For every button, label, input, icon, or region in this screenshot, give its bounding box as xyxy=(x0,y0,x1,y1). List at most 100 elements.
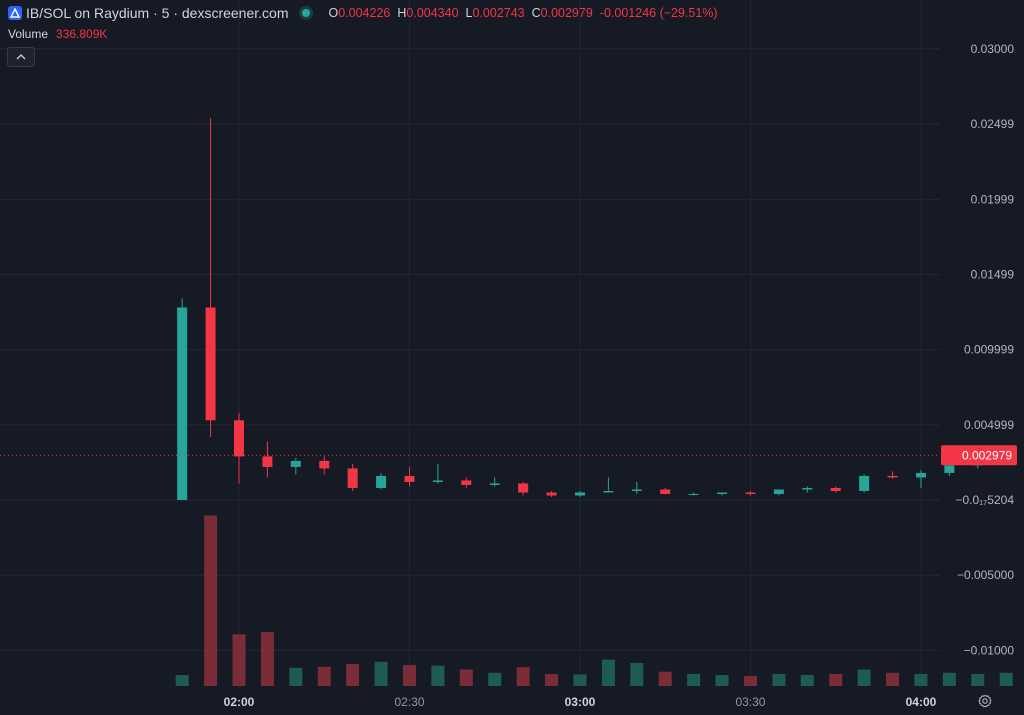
price-tick-label: 0.009999 xyxy=(964,343,1014,357)
chart-header: IB/SOL on Raydium · 5 · dexscreener.com … xyxy=(8,4,718,22)
time-axis[interactable]: 02:0002:3003:0003:3004:0004:3005:0005:30… xyxy=(224,695,1024,709)
candle-body[interactable] xyxy=(773,489,784,494)
volume-bar xyxy=(317,666,331,686)
candle-body[interactable] xyxy=(404,475,415,482)
volume-bar xyxy=(715,675,729,686)
candle-body[interactable] xyxy=(603,490,614,493)
candle-body[interactable] xyxy=(489,483,500,485)
high-label: H xyxy=(397,6,407,20)
volume-bar xyxy=(800,675,814,686)
volume-value: 336.809K xyxy=(56,27,108,41)
candle-body[interactable] xyxy=(859,475,870,491)
volume-bar xyxy=(743,676,757,686)
volume-bar xyxy=(204,515,218,686)
candle-body[interactable] xyxy=(518,483,529,493)
chart-settings-button[interactable] xyxy=(976,692,994,710)
candle-body[interactable] xyxy=(432,480,443,482)
candle-body[interactable] xyxy=(830,487,841,491)
volume-bar xyxy=(658,671,672,686)
volume-bar xyxy=(175,675,189,686)
candle-body[interactable] xyxy=(262,456,273,467)
current-price-label: 0.002979 xyxy=(962,449,1012,463)
volume-bar xyxy=(402,665,416,686)
candle-body[interactable] xyxy=(745,492,756,494)
close-value: 0.002979 xyxy=(540,6,593,20)
volume-bar xyxy=(630,662,644,686)
chevron-up-icon xyxy=(16,54,26,60)
volume-bar xyxy=(914,673,928,686)
price-tick-label: −0.005000 xyxy=(957,568,1014,582)
pair-title[interactable]: IB/SOL on Raydium · 5 · dexscreener.com xyxy=(26,5,289,21)
price-axis[interactable]: 0.03000 0.02499 0.01999 0.01499 0.009999 0.00… xyxy=(955,42,1014,658)
low-label: L xyxy=(465,6,473,20)
volume-bar xyxy=(289,667,303,686)
volume-bar xyxy=(374,661,388,686)
volume-bar xyxy=(601,659,615,686)
volume-bar xyxy=(886,672,900,686)
open-value: 0.004226 xyxy=(338,6,391,20)
collapse-legend-button[interactable] xyxy=(7,47,35,67)
candle-body[interactable] xyxy=(347,468,358,488)
price-tick-label: −0.0₁₇5204 xyxy=(955,493,1014,507)
volume-bar xyxy=(488,672,502,686)
current-price-tag xyxy=(941,445,1017,466)
time-tick-label: 02:00 xyxy=(224,695,255,709)
time-tick-label: 03:00 xyxy=(565,695,596,709)
volume-bar xyxy=(232,634,246,686)
volume-bar xyxy=(431,665,445,686)
price-tick-label: 0.004999 xyxy=(964,418,1014,432)
current-price-line: 0.002979 xyxy=(0,445,1017,466)
candle-body[interactable] xyxy=(177,307,188,500)
candle-body[interactable] xyxy=(688,493,699,495)
volume-bar xyxy=(545,673,559,686)
volume-bar xyxy=(999,672,1013,686)
price-tick-label: 0.01999 xyxy=(971,192,1015,206)
volume-bar xyxy=(346,664,360,686)
candle-body[interactable] xyxy=(631,489,642,491)
volume-bar xyxy=(857,669,871,686)
volume-bar xyxy=(459,669,473,686)
volume-bar xyxy=(260,632,274,686)
candle-body[interactable] xyxy=(802,487,813,490)
volume-bar xyxy=(573,674,587,686)
candlesticks[interactable] xyxy=(177,117,1024,500)
candle-body[interactable] xyxy=(660,489,671,494)
candle-body[interactable] xyxy=(461,480,472,485)
ohlc-legend: O0.004226 H0.004340 L0.002743 C0.002979 … xyxy=(328,6,717,20)
volume-label: Volume xyxy=(8,27,49,41)
open-label: O xyxy=(328,6,339,20)
chart-grid xyxy=(0,0,940,688)
volume-bar xyxy=(687,673,701,686)
gear-icon xyxy=(978,694,992,708)
volume-bar xyxy=(971,673,985,686)
candle-body[interactable] xyxy=(574,492,585,496)
change-value: -0.001246 (−29.51%) xyxy=(599,6,718,20)
price-tick-label: 0.03000 xyxy=(971,42,1015,56)
candle-body[interactable] xyxy=(546,492,557,496)
candle-body[interactable] xyxy=(887,475,898,478)
close-label: C xyxy=(531,6,541,20)
high-value: 0.004340 xyxy=(406,6,459,20)
volume-legend: Volume 336.809K xyxy=(8,27,107,41)
price-tick-label: 0.02499 xyxy=(971,117,1015,131)
volume-bar xyxy=(829,673,843,686)
volume-bar xyxy=(516,667,530,686)
live-dot-icon xyxy=(302,9,311,17)
candle-body[interactable] xyxy=(290,460,301,467)
candle-body[interactable] xyxy=(319,460,330,469)
time-tick-label: 02:30 xyxy=(394,695,424,709)
low-value: 0.002743 xyxy=(472,6,525,20)
candle-body[interactable] xyxy=(376,475,387,488)
candle-body[interactable] xyxy=(205,307,216,421)
candle-body[interactable] xyxy=(717,492,728,494)
time-tick-label: 03:30 xyxy=(735,695,765,709)
triangle-logo-icon xyxy=(8,6,22,20)
volume-bar xyxy=(942,672,956,686)
candle-body[interactable] xyxy=(915,472,926,478)
candle-body[interactable] xyxy=(944,465,955,473)
candle-body[interactable] xyxy=(234,420,244,457)
time-tick-label: 04:00 xyxy=(906,695,937,709)
volume-bar xyxy=(772,673,786,686)
